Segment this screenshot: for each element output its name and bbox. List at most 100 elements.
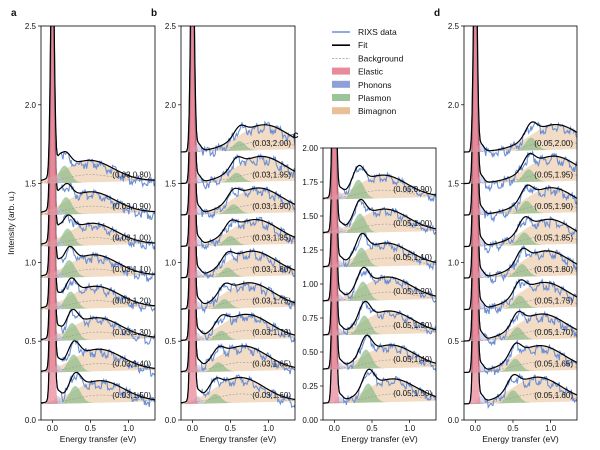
q-label: (0.05,1.75) [534, 296, 573, 305]
x-tick-label: 1.0 [123, 424, 135, 433]
legend-label: Phonons [358, 80, 392, 90]
background-line [181, 393, 295, 405]
plasmon-fill [464, 232, 577, 247]
q-label: (0.03,1.80) [252, 265, 291, 274]
q-label: (0.03,1.75) [252, 296, 291, 305]
fit-line [464, 149, 577, 405]
q-label: (0.05,0.90) [393, 185, 432, 194]
x-tick-label: 0.0 [47, 424, 59, 433]
rixs-data-line [41, 26, 155, 188]
y-tick-label: 2.5 [165, 22, 177, 31]
plot-area-a [41, 26, 155, 408]
x-tick-label: 0.5 [85, 424, 97, 433]
q-label: (0.05,1.95) [534, 170, 573, 179]
bimagnon-fill [323, 378, 436, 404]
background-line [464, 235, 577, 247]
q-label: (0.05,1.20) [393, 287, 432, 296]
rixs-data-line [181, 26, 295, 220]
y-tick-label: 1.0 [165, 258, 177, 267]
y-tick-label: 0.25 [302, 382, 318, 391]
q-label: (0.03,1.95) [252, 170, 291, 179]
plasmon-fill [41, 197, 155, 216]
background-line [181, 298, 295, 310]
panel-d: (0.05,1.60) (0.05,1.65) (0.05,1.70) (0.05,1… [434, 8, 578, 444]
panel-label: a [11, 8, 17, 19]
background-line [41, 331, 155, 341]
q-label: (0.05,1.70) [534, 328, 573, 337]
x-axis-title: Energy transfer (eV) [482, 434, 559, 444]
q-label: (0.05,1.50) [393, 389, 432, 398]
spectrum-a-7 [41, 26, 155, 188]
q-label: (0.03,0.80) [112, 170, 151, 179]
x-tick-label: 1.0 [545, 424, 557, 433]
background-line [41, 363, 155, 373]
elastic-fill [464, 26, 577, 153]
q-label: (0.05,1.10) [393, 253, 432, 262]
legend-label: RIXS data [358, 27, 397, 37]
q-label: (0.03,1.90) [252, 202, 291, 211]
q-label: (0.05,1.90) [534, 202, 573, 211]
fit-line [181, 26, 295, 247]
background-line [181, 235, 295, 247]
plasmon-fill [41, 165, 155, 184]
plasmon-fill [41, 323, 155, 342]
q-label: (0.03,1.50) [112, 391, 151, 400]
background-line [323, 291, 436, 302]
plot-area-b [181, 26, 295, 408]
legend-swatch [332, 67, 350, 75]
background-line [41, 205, 155, 215]
legend-swatch [332, 107, 350, 115]
plasmon-fill [464, 358, 577, 373]
q-label: (0.03,1.20) [112, 296, 151, 305]
fit-line [464, 86, 577, 342]
y-tick-label: 1.25 [302, 246, 318, 255]
legend-label: Elastic [358, 67, 384, 77]
q-label: (0.05,1.85) [534, 233, 573, 242]
y-tick-label: 0.5 [25, 337, 37, 346]
fit-line [181, 26, 295, 185]
plasmon-fill [41, 260, 155, 279]
background-line [464, 393, 577, 405]
bimagnon-fill [464, 124, 577, 153]
bimagnon-fill [464, 377, 577, 405]
background-line [41, 300, 155, 310]
fit-line [41, 114, 155, 372]
panel-label: b [151, 8, 157, 19]
y-tick-label: 0.5 [448, 337, 460, 346]
fit-line [41, 26, 155, 181]
x-axis-title: Energy transfer (eV) [60, 434, 137, 444]
panel-c: (0.05,1.50) (0.05,1.40) (0.05,1.30) (0.05,1… [293, 130, 437, 444]
background-line [181, 267, 295, 279]
panel-a: (0.03,1.50) (0.03,1.40) (0.03,1.30) (0.03,1… [11, 8, 156, 444]
bimagnon-fill [181, 251, 295, 279]
rixs-data-line [464, 26, 577, 223]
fit-line [323, 148, 436, 370]
background-line [181, 204, 295, 216]
fit-line [464, 26, 577, 248]
elastic-fill [323, 148, 436, 200]
x-tick-label: 0.0 [187, 424, 199, 433]
q-label: (0.03,1.10) [112, 265, 151, 274]
y-tick-label: 0.0 [25, 416, 37, 425]
q-label: (0.03,1.70) [252, 328, 291, 337]
plasmon-fill [464, 200, 577, 216]
bimagnon-fill [464, 187, 577, 216]
q-label: (0.03,1.40) [112, 359, 151, 368]
y-axis-title: Intensity (arb. u.) [6, 191, 16, 255]
q-label: (0.03,1.85) [252, 233, 291, 242]
plasmon-fill [464, 327, 577, 342]
axes-frame-b [180, 25, 296, 421]
y-tick-label: 0.5 [165, 337, 177, 346]
background-line [323, 189, 436, 200]
panel-label: d [434, 8, 440, 19]
y-tick-label: 2.00 [302, 144, 318, 153]
spectrum-d-6 [464, 26, 577, 223]
elastic-fill [181, 26, 295, 153]
y-tick-label: 1.5 [165, 180, 177, 189]
plot-area-d [464, 26, 577, 410]
rixs-data-line [41, 26, 155, 221]
x-tick-label: 1.0 [404, 424, 416, 433]
axes-frame-d [463, 25, 578, 421]
legend-label: Fit [358, 40, 368, 50]
plasmon-fill [464, 264, 577, 279]
